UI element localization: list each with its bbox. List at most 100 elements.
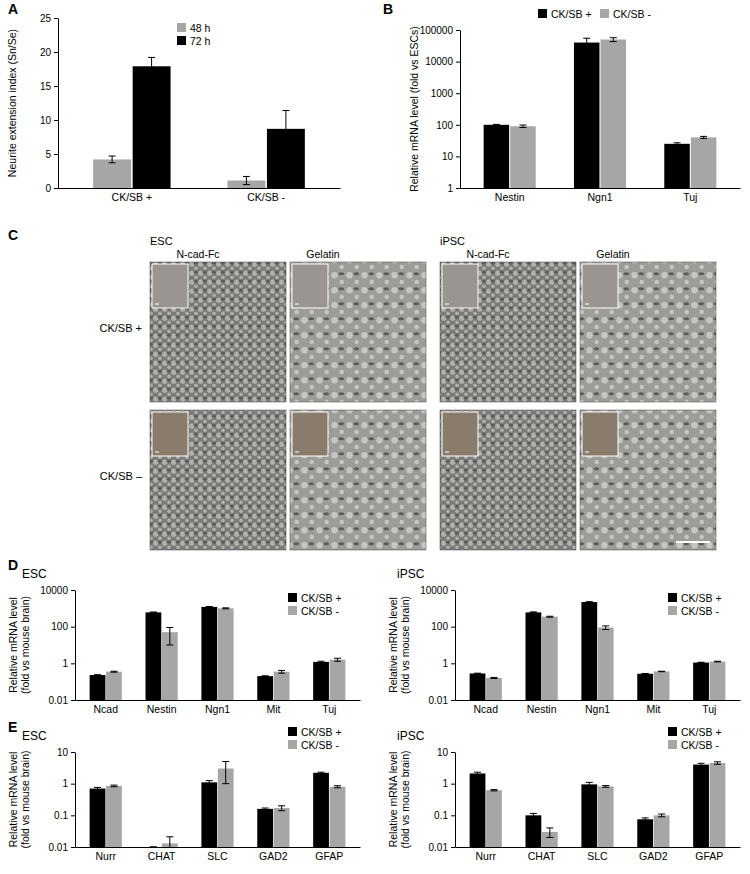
error-bar [714,661,721,663]
micrograph-inset [582,412,618,456]
y-tick-label: 0.1 [434,810,448,821]
error-bar [262,675,269,677]
error-bar [94,787,101,789]
y-tick-label: 0.01 [49,842,69,853]
error-bar [94,674,101,676]
bar [90,675,106,700]
inset-scale-bar [585,452,589,453]
x-tick: Mit [266,703,280,715]
chart: 0.010.1110NurrCHATSLCGAD2GFAPRelative mR… [387,726,741,863]
error-bar [490,677,497,679]
x-tick-label: Mit [266,703,280,715]
y-tick-label: 0.1 [54,810,68,821]
error-bar [318,772,325,773]
error-bar [206,781,213,785]
column-label: Gelatin [306,248,339,260]
y-tick: 0.01 [49,695,75,706]
error-bar [602,626,609,630]
legend: CK/SB +CK/SB - [668,726,722,751]
legend-swatch [600,9,609,18]
bar [637,674,653,700]
y-tick-mark [456,62,460,63]
y-tick: 25 [40,13,58,24]
chart: 0510152025CK/SB +CK/SB -Neurite extensio… [6,13,341,204]
x-tick-label: Nestin [527,703,557,715]
y-axis-title: Relative mRNA level [387,752,399,848]
error-bar [586,782,593,786]
x-tick-label: Ngn1 [585,703,610,715]
micrograph [440,262,576,402]
y-tick-label: 1 [447,183,453,194]
y-tick-label: 100 [436,120,453,131]
micrograph-inset [292,264,328,308]
y-tick-mark [451,700,455,701]
y-tick-label: 1 [442,778,448,789]
error-bar [334,786,341,788]
bar [274,808,290,847]
x-tick-label: CHAT [528,850,556,862]
y-tick-mark [54,18,58,19]
error-bar [222,762,229,784]
error-bar [610,38,617,42]
y-tick-mark [456,188,460,189]
y-axis-title: Relative mRNA level [7,597,19,693]
x-tick-label: Nurr [476,850,497,862]
x-tick: Ncad [473,703,498,715]
x-axis: NcadNestinNgn1MitTuj [456,701,741,716]
plot-area [470,762,726,847]
y-tick-mark [451,784,455,785]
bar [654,671,670,700]
y-tick-mark [456,125,460,126]
error-bar [474,673,481,675]
legend: CK/SB +CK/SB - [288,592,342,617]
x-axis: NurrCHATSLCGAD2GFAP [456,848,741,863]
error-bar [150,612,157,614]
y-axis-line [460,31,461,189]
legend-item: 72 h [177,35,211,47]
micrograph [580,262,716,402]
x-tick-label: GAD2 [639,850,668,862]
legend-label: CK/SB + [551,8,592,20]
micrograph-inset [292,412,328,456]
micrograph-inset [152,412,188,456]
error-bar [334,658,341,661]
error-bar [493,124,500,126]
bar [581,602,597,700]
y-tick: 1 [447,183,460,194]
y-tick: 15 [40,81,58,92]
y-tick-label: 20 [40,47,52,58]
bar [274,672,290,700]
bar [710,662,726,700]
bar [313,773,329,847]
x-axis-line [76,700,361,701]
bar [330,660,346,700]
error-bar [700,136,707,138]
y-tick-label: 100000 [420,25,454,36]
micrograph-inset [442,264,478,308]
bar [598,628,614,700]
x-tick: Nestin [495,191,525,203]
bar [691,137,717,188]
inset-scale-bar [585,304,589,305]
y-tick-mark [71,700,75,701]
error-bar [658,814,665,817]
y-axis-title: Neurite extension index (Sn/Se) [6,29,18,177]
y-axis-line [58,19,59,189]
y-tick-label: 5 [45,149,51,160]
micrograph [290,410,426,550]
bar [93,159,131,188]
y-tick-mark [456,156,460,157]
error-bar [642,818,649,821]
y-tick-label: 1 [62,658,68,669]
column-label: Gelatin [596,248,629,260]
legend-swatch [668,727,677,736]
legend-label: CK/SB - [301,739,339,751]
y-tick-mark [71,590,75,591]
y-axis-title: Relative mRNA level [387,597,399,693]
micrograph [150,262,286,402]
bar [526,612,542,700]
panel-label: A [8,1,18,17]
x-tick-label: Nurr [96,850,117,862]
bar [637,819,653,847]
micrograph-inset [582,264,618,308]
